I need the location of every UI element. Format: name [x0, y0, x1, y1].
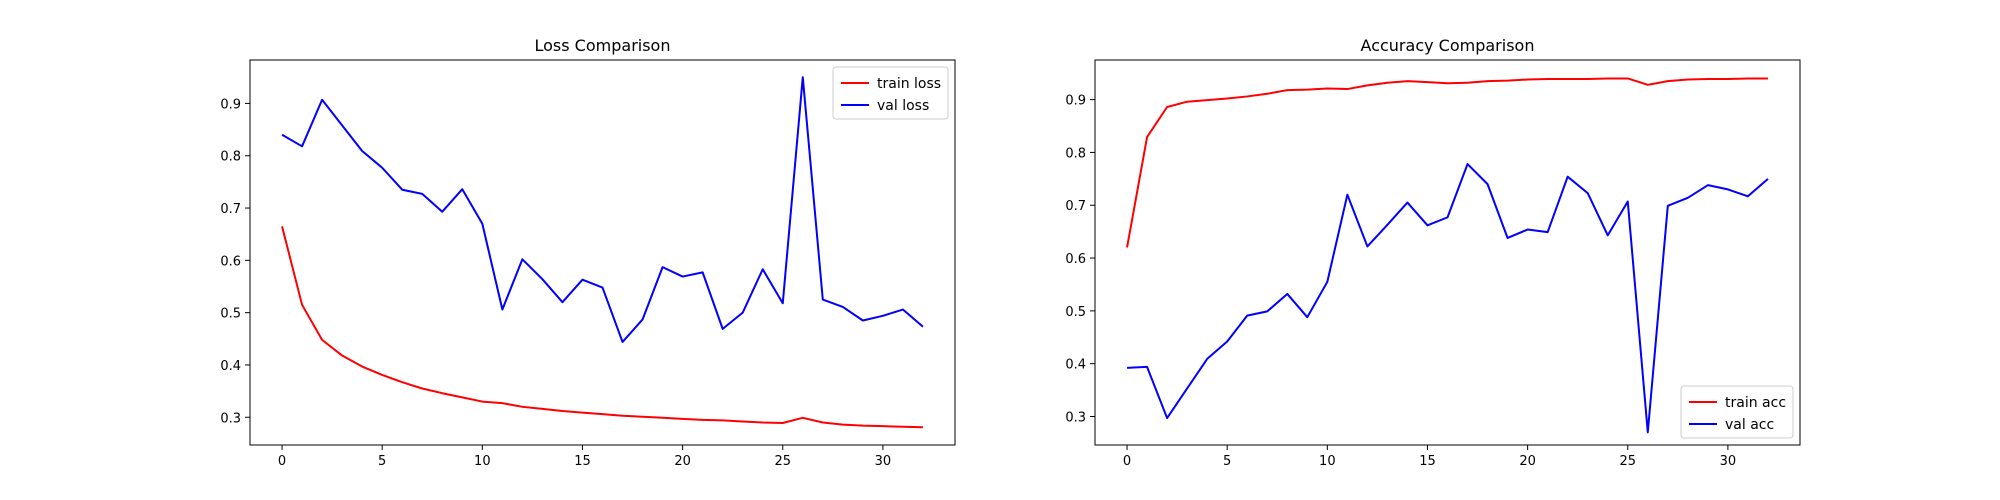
y-tick-label: 0.9 [220, 97, 241, 112]
y-tick-label: 0.3 [1065, 410, 1086, 425]
x-tick-label: 10 [474, 454, 491, 469]
x-tick-label: 10 [1319, 454, 1336, 469]
x-tick-label: 25 [774, 454, 791, 469]
chart-title: Accuracy Comparison [1361, 36, 1535, 55]
series-line-val-loss [281, 76, 924, 343]
legend-label: val acc [1725, 417, 1774, 433]
x-tick-label: 0 [278, 454, 286, 469]
y-tick-label: 0.5 [220, 307, 241, 322]
x-tick-label: 5 [378, 454, 386, 469]
x-tick-label: 15 [1419, 454, 1436, 469]
y-tick-label: 0.8 [1065, 146, 1086, 161]
x-tick-label: 0 [1123, 454, 1131, 469]
x-tick-label: 15 [574, 454, 591, 469]
series-line-train-acc [1126, 77, 1768, 248]
x-tick-label: 20 [674, 454, 691, 469]
axes-frame [1094, 59, 1801, 446]
accuracy-chart: Accuracy Comparison 0 5 10 15 20 25 30 0.3 0.4 0.5… [1065, 36, 1801, 469]
x-tick-label: 30 [875, 454, 892, 469]
legend: train acc val acc [1680, 385, 1794, 439]
legend-label: val loss [877, 98, 929, 114]
y-tick-label: 0.3 [220, 411, 241, 426]
y-tick-label: 0.9 [1065, 94, 1086, 109]
chart-title: Loss Comparison [535, 36, 671, 55]
x-tick-label: 30 [1720, 454, 1737, 469]
y-tick-label: 0.7 [1065, 199, 1086, 214]
y-tick-label: 0.8 [220, 150, 241, 165]
legend-label: train acc [1725, 395, 1786, 411]
series-line-train-loss [281, 226, 923, 429]
y-tick-label: 0.7 [220, 202, 241, 217]
x-tick-label: 25 [1619, 454, 1636, 469]
loss-chart: Loss Comparison 0 5 10 15 20 25 30 0.3 0.4 0.5 0.6 0… [220, 36, 956, 469]
axes-frame [249, 59, 956, 446]
y-tick-label: 0.6 [220, 254, 241, 269]
legend-label: train loss [877, 76, 941, 92]
y-tick-label: 0.4 [1065, 358, 1086, 373]
y-tick-label: 0.5 [1065, 305, 1086, 320]
legend: train loss val loss [832, 66, 949, 120]
series-line-val-acc [1126, 163, 1769, 434]
x-tick-label: 5 [1223, 454, 1231, 469]
y-tick-label: 0.4 [220, 359, 241, 374]
y-tick-label: 0.6 [1065, 252, 1086, 267]
x-tick-label: 20 [1519, 454, 1536, 469]
